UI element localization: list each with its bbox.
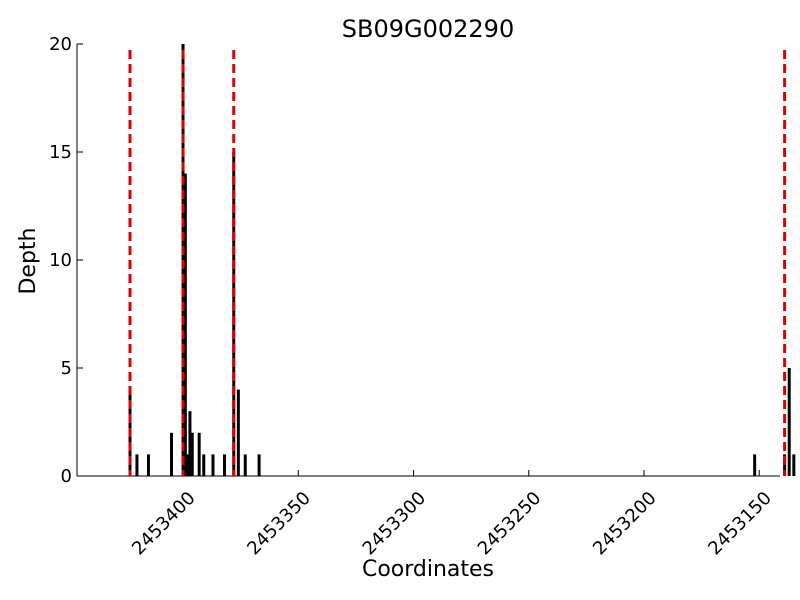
y-axis-title: Depth (16, 227, 41, 294)
x-tick-label: 2453200 (589, 488, 661, 560)
coverage-bar (190, 432, 194, 476)
coverage-bar (787, 368, 791, 476)
coverage-bar (232, 152, 236, 476)
x-tick-label: 2453250 (474, 488, 546, 560)
x-tick-label: 2453300 (359, 488, 431, 560)
x-tick-label: 2453400 (128, 488, 200, 560)
coverage-bar (183, 173, 187, 476)
y-tick-label: 15 (49, 142, 72, 163)
coverage-bar (792, 454, 796, 476)
y-axis: 0 5 10 15 20 (49, 34, 83, 487)
coverage-bar (211, 454, 215, 476)
x-axis: 2453400 2453350 2453300 2453250 2453200 24531… (77, 470, 780, 559)
coverage-bar (257, 454, 261, 476)
feature-boundary-markers (128, 50, 787, 476)
coverage-bar (753, 454, 757, 476)
y-tick-label: 10 (49, 250, 72, 271)
coverage-bar (243, 454, 247, 476)
coverage-bar (202, 454, 206, 476)
x-axis-title: Coordinates (362, 557, 494, 582)
x-tick-label: 2453350 (243, 488, 315, 560)
coverage-bar (146, 454, 150, 476)
chart-title: SB09G002290 (342, 15, 514, 43)
coverage-bar (197, 432, 201, 476)
coverage-bar (188, 411, 192, 476)
coverage-bar (135, 454, 139, 476)
x-tick-label: 2453150 (704, 488, 776, 560)
y-tick-label: 5 (61, 358, 72, 379)
coverage-bar (783, 454, 787, 476)
coverage-bars (128, 44, 796, 476)
y-tick-label: 20 (49, 34, 72, 55)
coverage-bar (186, 454, 190, 476)
coverage-bar (236, 389, 240, 476)
coverage-bar (170, 432, 174, 476)
coverage-bar (223, 454, 227, 476)
y-tick-label: 0 (61, 466, 72, 487)
